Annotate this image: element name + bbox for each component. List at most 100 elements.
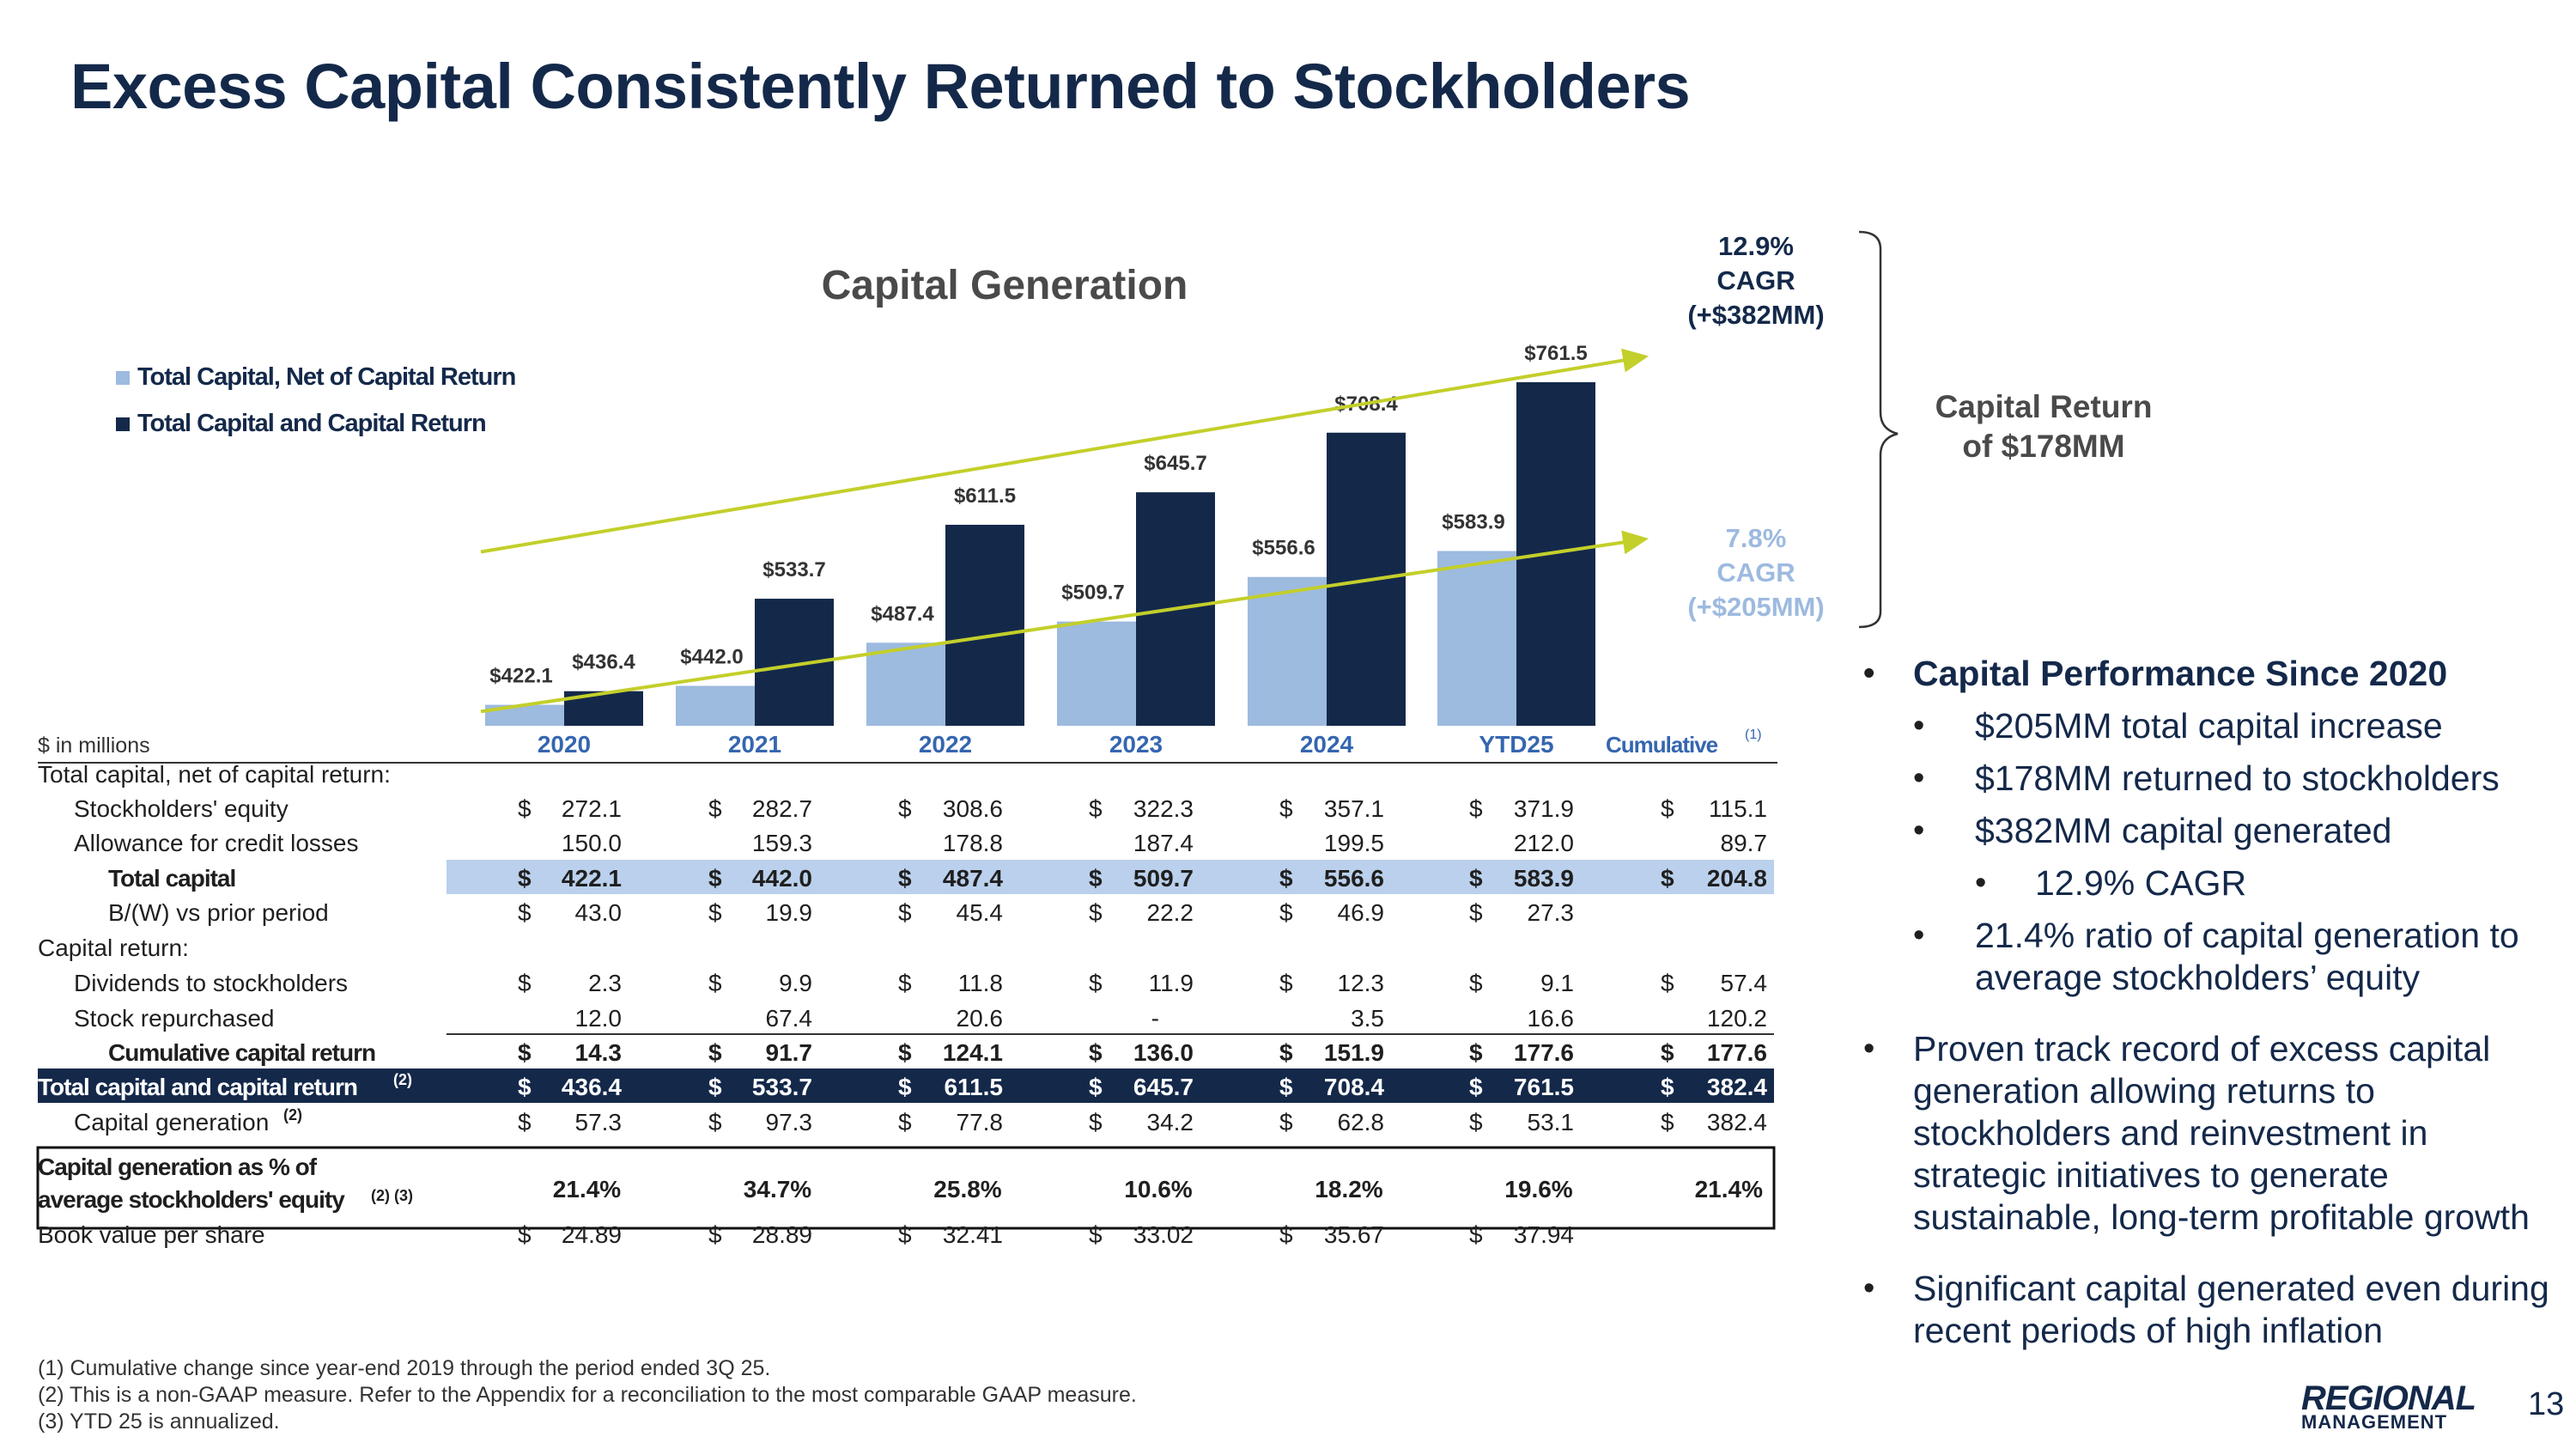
table-cell: - <box>1151 1005 1159 1032</box>
table-cell: 9.1 <box>1540 970 1574 996</box>
table-cell-dollar: $ <box>518 1039 532 1066</box>
table-cell-dollar: $ <box>1089 795 1103 822</box>
logo-line2: MANAGEMENT <box>2301 1411 2448 1433</box>
table-cell-dollar: $ <box>898 899 912 926</box>
table-cell: 212.0 <box>1514 830 1574 856</box>
table-cell: 28.89 <box>752 1221 812 1248</box>
table-cell: 322.3 <box>1133 795 1194 822</box>
cagr-lower-pct: 7.8% <box>1726 523 1787 553</box>
trend-arrow-lower <box>1621 530 1649 555</box>
table-cell: 12.0 <box>575 1005 623 1032</box>
footnotes: (1) Cumulative change since year-end 201… <box>38 1355 1137 1435</box>
cumulative-sup: (1) <box>1745 728 1762 742</box>
table-cell-dollar: $ <box>518 899 532 926</box>
table-cell-dollar: $ <box>708 1221 722 1248</box>
table-cell-dollar: $ <box>1089 970 1103 996</box>
table-cell: 34.2 <box>1147 1109 1194 1135</box>
table-cell: 436.4 <box>562 1074 622 1100</box>
table-cell-dollar: $ <box>518 1074 532 1100</box>
table-cell: 177.6 <box>1514 1039 1574 1066</box>
table-cell-dollar: $ <box>1279 795 1293 822</box>
table-cell: 9.9 <box>779 970 812 996</box>
table-cell: 282.7 <box>752 795 812 822</box>
table-cell: 34.7% <box>744 1176 811 1202</box>
table-cell-dollar: $ <box>898 795 912 822</box>
table-cell-dollar: $ <box>1279 1039 1293 1066</box>
table-cell: 151.9 <box>1324 1039 1384 1066</box>
bar-label-net: $509.7 <box>1061 581 1124 605</box>
sidebar: Capital Performance Since 2020 $205MM to… <box>1863 653 2567 1352</box>
cumulative-header: Cumulative <box>1606 732 1718 758</box>
table-cell-dollar: $ <box>518 795 532 822</box>
table-cell-dollar: $ <box>898 970 912 996</box>
table-cell-dollar: $ <box>1469 795 1483 822</box>
table-cell: 308.6 <box>943 795 1003 822</box>
logo-line1: REGIONAL <box>2301 1379 2476 1417</box>
sidebar-sub-item: $382MM capital generated <box>1863 810 2567 852</box>
sidebar-bullet: Significant capital generated even durin… <box>1863 1268 2567 1352</box>
bar-net <box>676 685 755 726</box>
row-label: Allowance for credit losses <box>74 830 358 856</box>
table-cell-dollar: $ <box>1661 1109 1674 1135</box>
row-label: Cumulative capital return <box>108 1039 375 1066</box>
table-cell-dollar: $ <box>898 1039 912 1066</box>
bar-label-net: $556.6 <box>1252 537 1315 560</box>
table-cell: 12.3 <box>1338 970 1385 996</box>
table-cell-dollar: $ <box>708 865 722 892</box>
table-cell-dollar: $ <box>518 1109 532 1135</box>
cagr-upper-label: CAGR <box>1716 265 1795 295</box>
table-cell-dollar: $ <box>708 1109 722 1135</box>
bar-label-total: $436.4 <box>572 651 635 674</box>
row-label-sup: (2) <box>283 1106 302 1123</box>
table-cell: 91.7 <box>766 1039 813 1066</box>
table-cell-dollar: $ <box>1279 899 1293 926</box>
bar-label-total: $533.7 <box>762 558 825 581</box>
table-cell-dollar: $ <box>1661 970 1674 996</box>
category-label: 2023 <box>1109 731 1163 758</box>
table-cell: 19.6% <box>1504 1176 1572 1202</box>
row-label: Total capital and capital return <box>38 1074 357 1100</box>
table-cell: 45.4 <box>957 899 1004 926</box>
bar-label-net: $487.4 <box>871 602 934 625</box>
table-cell-dollar: $ <box>1089 1109 1103 1135</box>
table-cell-dollar: $ <box>1089 1221 1103 1248</box>
table-cell: 22.2 <box>1147 899 1194 926</box>
table-cell: 115.1 <box>1709 795 1767 822</box>
table-cell-dollar: $ <box>1279 1074 1293 1100</box>
table-cell: 46.9 <box>1338 899 1385 926</box>
category-label: 2020 <box>538 731 591 758</box>
table-cell-dollar: $ <box>1469 1039 1483 1066</box>
table-cell: 62.8 <box>1338 1109 1385 1135</box>
legend-label-total: Total Capital and Capital Return <box>137 410 486 437</box>
table-cell: 556.6 <box>1324 865 1384 892</box>
table-cell-dollar: $ <box>1089 1039 1103 1066</box>
table-cell: 16.6 <box>1528 1005 1575 1032</box>
sidebar-bullet: Proven track record of excess capital ge… <box>1863 1028 2567 1239</box>
row-label-line2: average stockholders' equity <box>38 1186 345 1213</box>
table-cell-dollar: $ <box>1661 865 1674 892</box>
row-label: Total capital <box>108 865 235 892</box>
row-label: Stock repurchased <box>74 1005 274 1032</box>
table-cell-dollar: $ <box>898 865 912 892</box>
row-label: Book value per share <box>38 1221 265 1248</box>
table-cell: 761.5 <box>1514 1074 1574 1100</box>
table-cell: 177.6 <box>1707 1039 1767 1066</box>
table-cell-dollar: $ <box>1279 970 1293 996</box>
bar-total <box>945 524 1024 726</box>
cagr-lower-amount: (+$205MM) <box>1687 592 1824 622</box>
table-cell-dollar: $ <box>518 865 532 892</box>
table-cell: 35.67 <box>1324 1221 1384 1248</box>
footnote: (1) Cumulative change since year-end 201… <box>38 1356 771 1380</box>
category-label: 2021 <box>728 731 781 758</box>
trend-arrow-upper <box>1621 348 1649 373</box>
bar-net <box>1437 551 1516 726</box>
table-cell-dollar: $ <box>708 970 722 996</box>
table-cell: 533.7 <box>752 1074 812 1100</box>
table-cell-dollar: $ <box>898 1221 912 1248</box>
cagr-lower-label: CAGR <box>1716 557 1795 588</box>
table-cell-dollar: $ <box>898 1074 912 1100</box>
sidebar-sub-sub-item: 12.9% CAGR <box>1863 862 2567 904</box>
bar-label-total: $611.5 <box>954 484 1016 508</box>
table-cell: 120.2 <box>1707 1005 1767 1032</box>
table-cell-dollar: $ <box>1469 970 1483 996</box>
